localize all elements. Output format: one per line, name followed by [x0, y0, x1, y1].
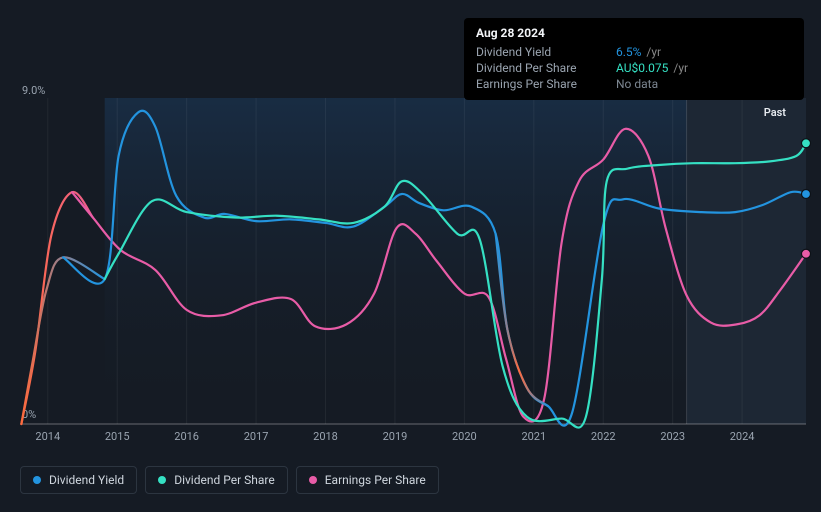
svg-text:2016: 2016 [174, 430, 199, 443]
svg-text:2015: 2015 [105, 430, 130, 443]
past-label: Past [764, 106, 787, 119]
tooltip-value: No data [616, 77, 658, 91]
legend-label: Dividend Yield [49, 473, 124, 487]
y-max-label: 9.0% [22, 84, 45, 97]
end-marker-dividend_yield [802, 189, 811, 198]
legend-dot-icon [309, 476, 317, 484]
svg-text:2017: 2017 [244, 430, 269, 443]
svg-text:2020: 2020 [452, 430, 477, 443]
legend-item-dividend_yield[interactable]: Dividend Yield [20, 466, 137, 494]
tooltip-value: 6.5% /yr [616, 45, 661, 59]
legend-dot-icon [158, 476, 166, 484]
legend-dot-icon [33, 476, 41, 484]
legend-label: Dividend Per Share [174, 473, 275, 487]
legend-item-dividend_per_share[interactable]: Dividend Per Share [145, 466, 288, 494]
legend-item-earnings_per_share[interactable]: Earnings Per Share [296, 466, 439, 494]
tooltip: Aug 28 2024 Dividend Yield6.5% /yrDivide… [464, 18, 804, 100]
svg-text:2019: 2019 [383, 430, 408, 443]
tooltip-title: Aug 28 2024 [476, 26, 792, 40]
end-marker-dividend_per_share [802, 139, 811, 148]
legend: Dividend Yield Dividend Per Share Earnings… [20, 466, 439, 494]
svg-text:2014: 2014 [35, 430, 60, 443]
legend-label: Earnings Per Share [325, 473, 426, 487]
svg-text:2018: 2018 [313, 430, 338, 443]
tooltip-label: Earnings Per Share [476, 77, 586, 91]
tooltip-row: Dividend Per Share AU$0.075 /yr [476, 60, 792, 76]
tooltip-row: Dividend Yield 6.5% /yr [476, 44, 792, 60]
svg-text:2021: 2021 [521, 430, 546, 443]
end-marker-earnings_per_share [802, 249, 811, 258]
tooltip-value: AU$0.075 /yr [616, 61, 688, 75]
svg-text:2022: 2022 [591, 430, 616, 443]
tooltip-label: Dividend Per Share [476, 61, 586, 75]
svg-text:2023: 2023 [660, 430, 685, 443]
tooltip-label: Dividend Yield [476, 45, 586, 59]
tooltip-row: Earnings Per Share No data [476, 76, 792, 92]
svg-text:2024: 2024 [730, 430, 755, 443]
